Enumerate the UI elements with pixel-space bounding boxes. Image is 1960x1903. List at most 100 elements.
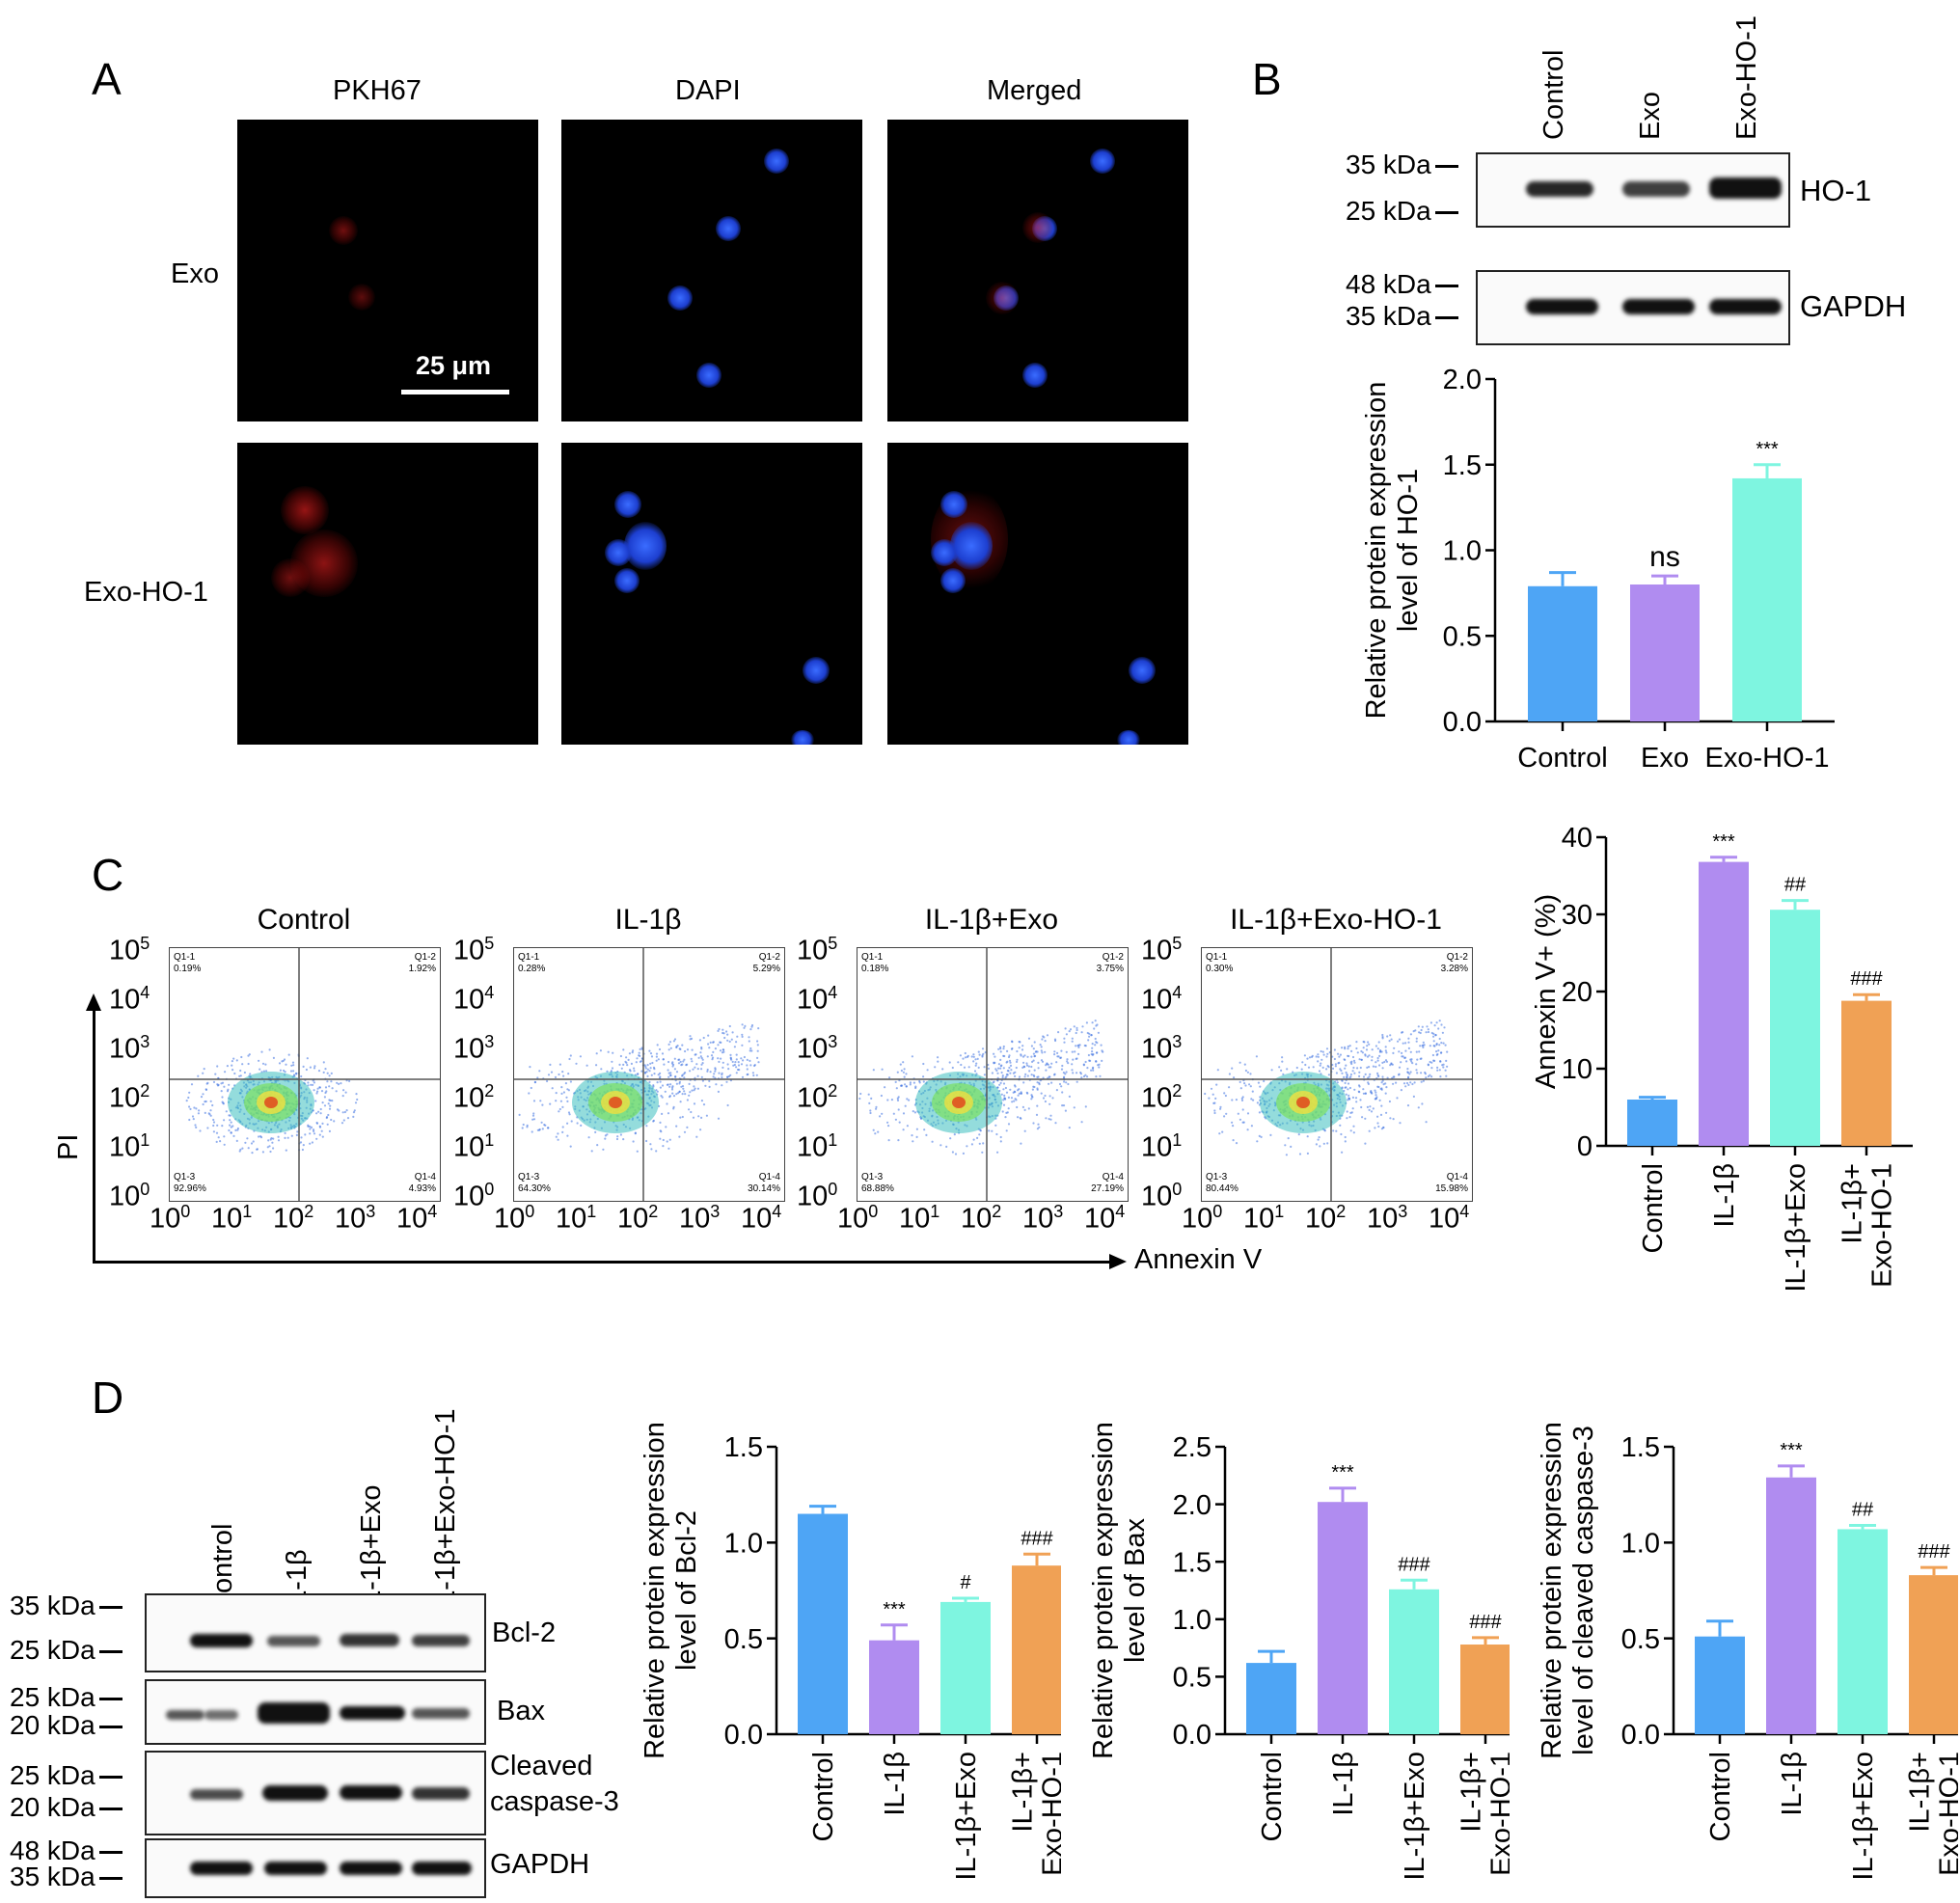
bar xyxy=(1770,910,1820,1146)
blot-gapdh-b xyxy=(1476,270,1790,345)
flow-x-tick: 102 xyxy=(1305,1202,1347,1235)
quadrant-label: Q1-3 64.30% xyxy=(518,1172,551,1194)
y-axis-label: Relative protein expression xyxy=(1537,1422,1567,1759)
x-tick-label: IL-1β+ xyxy=(1456,1752,1487,1833)
x-tick-label: Control xyxy=(1638,1163,1669,1254)
marker-48kda: 48 kDa xyxy=(1346,269,1458,300)
flow-x-tick: 104 xyxy=(741,1202,782,1235)
y-tick-label: 0.5 xyxy=(1621,1624,1660,1655)
bar xyxy=(1838,1529,1888,1734)
y-axis-label: Relative protein expression xyxy=(1088,1422,1119,1759)
blot-gapdh-d xyxy=(145,1838,486,1898)
annexin-axis-label: Annexin V xyxy=(1134,1244,1263,1275)
x-tick-label: Exo-HO-1 xyxy=(1867,1163,1898,1288)
x-tick-label: Control xyxy=(1705,1752,1736,1842)
flow-x-tick: 100 xyxy=(494,1202,535,1235)
y-axis-label: Annexin V+ (%) xyxy=(1531,894,1562,1089)
flow-plot: Q1-1 0.18% Q1-2 3.75% Q1-3 68.88% Q1-4 27.19% xyxy=(857,947,1129,1202)
y-tick-label: 2.0 xyxy=(1443,365,1482,395)
flow-y-tick: 102 xyxy=(797,1081,838,1114)
bar xyxy=(1389,1589,1439,1734)
quadrant-label: Q1-4 27.19% xyxy=(1091,1172,1124,1194)
col-label-dapi: DAPI xyxy=(675,75,741,106)
flow-y-tick: 105 xyxy=(453,934,495,966)
x-tick-label: IL-1β+Exo xyxy=(1781,1163,1811,1292)
x-tick-label: Exo-HO-1 xyxy=(1705,743,1830,774)
chart-d-bax: 0.0 0.5 1.0 1.5 2.0 2.5 Control *** IL-1β ### IL-1… xyxy=(1088,1422,1510,1881)
blot-bcl2 xyxy=(145,1593,486,1672)
micrograph-exo-pkh67: 25 μm xyxy=(237,120,538,421)
flow-plot: Q1-1 0.30% Q1-2 3.28% Q1-3 80.44% Q1-4 15.98% xyxy=(1201,947,1473,1202)
flow-x-tick: 103 xyxy=(1367,1202,1408,1235)
bar xyxy=(1460,1645,1510,1734)
col-label-merged: Merged xyxy=(987,75,1082,106)
flow-y-tick: 101 xyxy=(797,1130,838,1163)
flow-y-tick: 105 xyxy=(797,934,838,966)
row-label-exo: Exo xyxy=(171,258,219,289)
flow-x-tick: 101 xyxy=(1243,1202,1285,1235)
d-marker-20kda-bax: 20 kDa xyxy=(10,1710,122,1741)
quadrant-label: Q1-4 30.14% xyxy=(748,1172,780,1194)
y-tick-label: 0.5 xyxy=(1443,621,1482,652)
significance-label: *** xyxy=(883,1599,906,1620)
blot-label-gapdh-d: GAPDH xyxy=(490,1849,590,1880)
significance-label: *** xyxy=(1756,439,1779,460)
row-label-exo-ho1: Exo-HO-1 xyxy=(84,577,208,608)
flow-y-tick: 102 xyxy=(453,1081,495,1114)
flow-y-tick: 102 xyxy=(109,1081,150,1114)
x-tick-label: IL-1β+Exo xyxy=(1400,1752,1430,1881)
y-tick-label: 40 xyxy=(1562,823,1592,854)
flow-x-tick: 102 xyxy=(617,1202,659,1235)
x-tick-label: IL-1β+Exo xyxy=(1848,1752,1879,1881)
micrograph-exo-ho1-dapi xyxy=(561,443,862,745)
flow-plot: Q1-1 0.19% Q1-2 1.92% Q1-3 92.96% Q1-4 4.93% xyxy=(169,947,441,1202)
flow-y-tick: 105 xyxy=(109,934,150,966)
flow-x-tick: 101 xyxy=(899,1202,940,1235)
quadrant-label: Q1-4 15.98% xyxy=(1435,1172,1468,1194)
bar xyxy=(869,1640,919,1734)
flow-title: IL-1β+Exo-HO-1 xyxy=(1230,904,1442,936)
significance-label: ### xyxy=(1850,968,1883,990)
annexin-axis-arrow xyxy=(1109,1254,1127,1269)
flow-y-tick: 101 xyxy=(1141,1130,1183,1163)
quadrant-label: Q1-3 92.96% xyxy=(174,1172,206,1194)
blot-label-gapdh-b: GAPDH xyxy=(1800,289,1907,323)
significance-label: ns xyxy=(1649,541,1680,573)
flow-x-tick: 102 xyxy=(273,1202,314,1235)
micrograph-exo-ho1-merged xyxy=(887,443,1188,745)
blot-label-bax: Bax xyxy=(497,1696,545,1726)
significance-label: # xyxy=(960,1572,971,1593)
blot-ho1 xyxy=(1476,152,1790,228)
quadrant-label: Q1-3 68.88% xyxy=(861,1172,894,1194)
blot-label-caspase3: caspase-3 xyxy=(490,1786,619,1817)
significance-label: ### xyxy=(1469,1612,1502,1633)
significance-label: ### xyxy=(1398,1554,1430,1575)
y-axis-label: level of Bcl-2 xyxy=(671,1510,702,1671)
bar xyxy=(1318,1502,1368,1734)
y-axis-label: Relative protein expression xyxy=(1361,382,1392,720)
flow-y-tick: 104 xyxy=(797,983,838,1016)
x-tick-label: IL-1β+Exo xyxy=(951,1752,982,1881)
quadrant-label: Q1-3 80.44% xyxy=(1206,1172,1239,1194)
y-tick-label: 1.5 xyxy=(724,1432,763,1463)
flow-y-tick: 104 xyxy=(109,983,150,1016)
x-tick-label: IL-1β+ xyxy=(1838,1163,1868,1244)
y-tick-label: 1.0 xyxy=(724,1528,763,1559)
d-marker-35kda: 35 kDa xyxy=(10,1590,122,1621)
lane-label-exo: Exo xyxy=(1635,92,1666,140)
x-tick-label: Exo-HO-1 xyxy=(1486,1752,1510,1876)
bar xyxy=(1766,1477,1816,1734)
y-tick-label: 0 xyxy=(1577,1131,1592,1162)
flow-y-tick: 102 xyxy=(1141,1081,1183,1114)
y-tick-label: 0.5 xyxy=(724,1624,763,1655)
flow-title: IL-1β xyxy=(614,904,682,936)
y-axis-label: Relative protein expression xyxy=(640,1422,670,1759)
y-tick-label: 1.0 xyxy=(1173,1605,1211,1636)
significance-label: ### xyxy=(1021,1528,1053,1549)
panel-b-letter: B xyxy=(1252,54,1282,104)
blot-label-ho1: HO-1 xyxy=(1800,174,1872,207)
flow-x-tick: 104 xyxy=(396,1202,438,1235)
panel-c-letter: C xyxy=(92,850,124,900)
flow-y-tick: 100 xyxy=(109,1180,150,1212)
flow-y-tick: 103 xyxy=(1141,1032,1183,1065)
